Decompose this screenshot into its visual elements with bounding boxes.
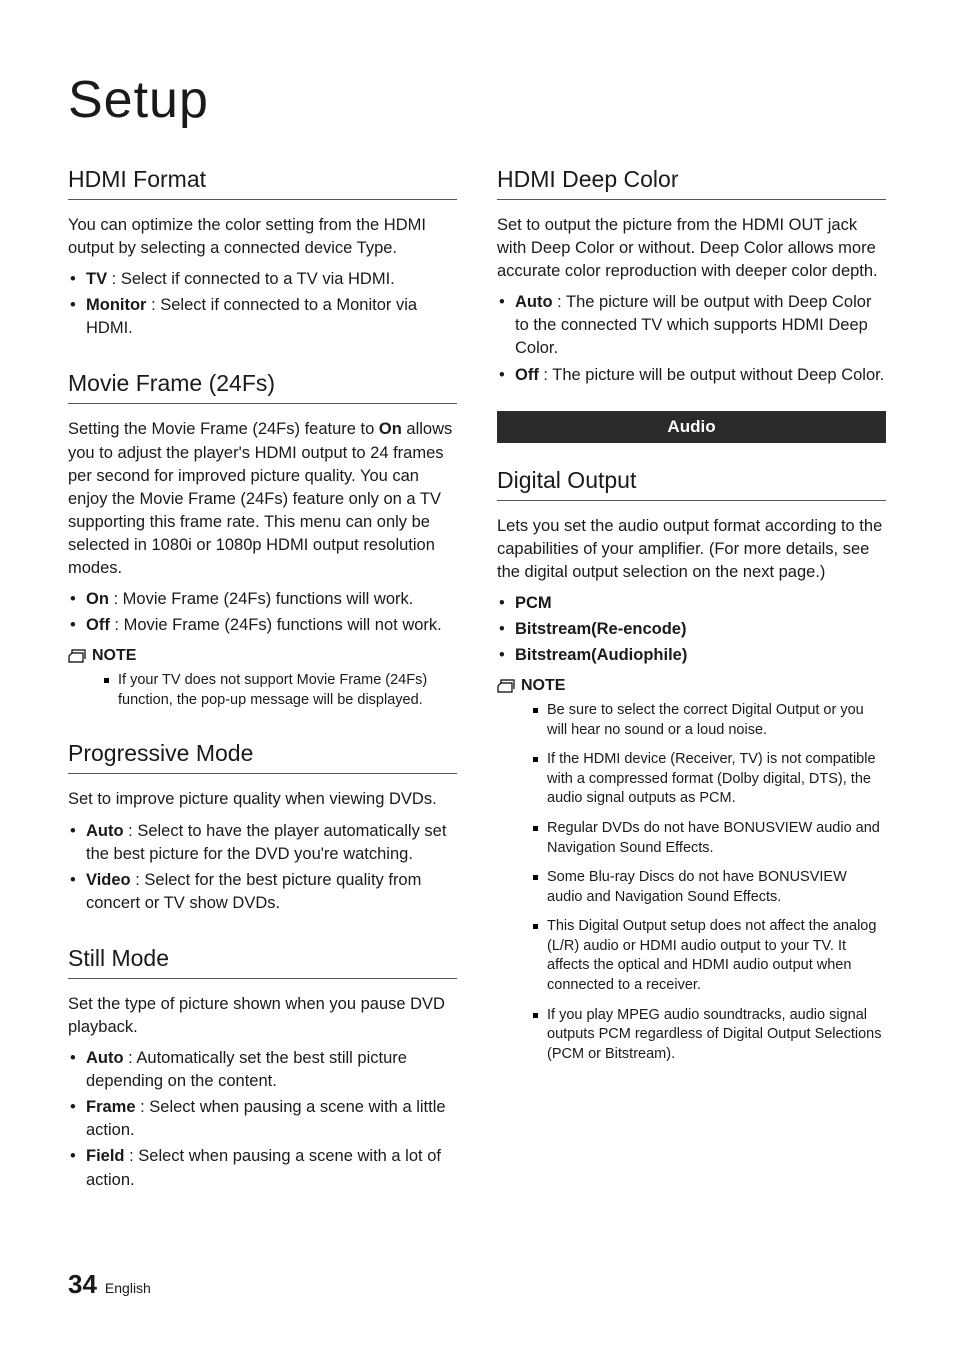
note-item: If you play MPEG audio soundtracks, audi… [533,1006,886,1065]
list-item: PCM [497,592,886,615]
list-item: Auto : Select to have the player automat… [68,820,457,866]
intro-movie-frame: Setting the Movie Frame (24Fs) feature t… [68,418,457,580]
note-item: Be sure to select the correct Digital Ou… [533,701,886,740]
list-item: Field : Select when pausing a scene with… [68,1145,457,1191]
item-label: Auto [86,822,124,840]
item-label: Off [86,616,110,634]
heading-digital-output: Digital Output [497,467,886,501]
item-label: Bitstream(Re-encode) [515,620,686,638]
item-text: : Select if connected to a TV via HDMI. [107,270,395,288]
list-progressive: Auto : Select to have the player automat… [68,820,457,915]
list-item: Monitor : Select if connected to a Monit… [68,294,457,340]
item-label: PCM [515,594,552,612]
item-text: : Select when pausing a scene with a lot… [86,1147,441,1188]
note-item: If the HDMI device (Receiver, TV) is not… [533,750,886,809]
heading-progressive: Progressive Mode [68,740,457,774]
item-text: : Select when pausing a scene with a lit… [86,1098,446,1139]
item-label: Frame [86,1098,136,1116]
page-number: 34 [68,1269,97,1300]
list-item: Off : The picture will be output without… [497,364,886,387]
list-item: Video : Select for the best picture qual… [68,869,457,915]
list-item: TV : Select if connected to a TV via HDM… [68,268,457,291]
list-item: Bitstream(Re-encode) [497,618,886,641]
audio-section-bar: Audio [497,411,886,443]
item-text: : The picture will be output without Dee… [539,366,884,384]
list-item: Off : Movie Frame (24Fs) functions will … [68,614,457,637]
note-item: If your TV does not support Movie Frame … [104,671,457,710]
list-movie-frame: On : Movie Frame (24Fs) functions will w… [68,588,457,637]
intro-hdmi-format: You can optimize the color setting from … [68,214,457,260]
list-item: On : Movie Frame (24Fs) functions will w… [68,588,457,611]
note-icon [497,679,515,693]
heading-still-mode: Still Mode [68,945,457,979]
item-text: : Movie Frame (24Fs) functions will not … [110,616,442,634]
list-item: Auto : The picture will be output with D… [497,291,886,360]
note-label: NOTE [92,647,136,665]
list-hdmi-format: TV : Select if connected to a TV via HDM… [68,268,457,340]
section-still-mode: Still Mode Set the type of picture shown… [68,945,457,1192]
list-item: Frame : Select when pausing a scene with… [68,1096,457,1142]
note-item: Regular DVDs do not have BONUSVIEW audio… [533,819,886,858]
section-hdmi-format: HDMI Format You can optimize the color s… [68,166,457,340]
section-deep-color: HDMI Deep Color Set to output the pictur… [497,166,886,387]
text-span: Setting the Movie Frame (24Fs) feature t… [68,420,379,438]
note-header: NOTE [497,677,886,695]
item-label: Auto [515,293,553,311]
heading-hdmi-format: HDMI Format [68,166,457,200]
item-text: : Select to have the player automaticall… [86,822,446,863]
note-list-digital-output: Be sure to select the correct Digital Ou… [497,701,886,1064]
item-label: Auto [86,1049,124,1067]
intro-progressive: Set to improve picture quality when view… [68,788,457,811]
page-title: Setup [68,70,886,130]
page-footer: 34 English [68,1269,151,1300]
item-text: : Movie Frame (24Fs) functions will work… [109,590,413,608]
item-label: On [86,590,109,608]
note-label: NOTE [521,677,565,695]
section-movie-frame: Movie Frame (24Fs) Setting the Movie Fra… [68,370,457,710]
item-text: : Automatically set the best still pictu… [86,1049,407,1090]
right-column: HDMI Deep Color Set to output the pictur… [497,166,886,1200]
list-still-mode: Auto : Automatically set the best still … [68,1047,457,1192]
item-label: Monitor [86,296,146,314]
heading-movie-frame: Movie Frame (24Fs) [68,370,457,404]
note-list-movie-frame: If your TV does not support Movie Frame … [68,671,457,710]
item-label: Video [86,871,131,889]
note-header: NOTE [68,647,457,665]
note-item: This Digital Output setup does not affec… [533,917,886,995]
heading-deep-color: HDMI Deep Color [497,166,886,200]
text-bold: On [379,420,402,438]
content-columns: HDMI Format You can optimize the color s… [68,166,886,1200]
note-item: Some Blu-ray Discs do not have BONUSVIEW… [533,868,886,907]
item-label: TV [86,270,107,288]
text-span: allows you to adjust the player's HDMI o… [68,420,452,577]
item-label: Off [515,366,539,384]
item-label: Bitstream(Audiophile) [515,646,687,664]
section-digital-output: Digital Output Lets you set the audio ou… [497,467,886,1065]
section-progressive: Progressive Mode Set to improve picture … [68,740,457,914]
intro-digital-output: Lets you set the audio output format acc… [497,515,886,584]
list-digital-output: PCM Bitstream(Re-encode) Bitstream(Audio… [497,592,886,667]
intro-still-mode: Set the type of picture shown when you p… [68,993,457,1039]
item-text: : The picture will be output with Deep C… [515,293,871,357]
list-item: Bitstream(Audiophile) [497,644,886,667]
note-icon [68,649,86,663]
item-label: Field [86,1147,125,1165]
intro-deep-color: Set to output the picture from the HDMI … [497,214,886,283]
page-language: English [105,1280,151,1296]
list-deep-color: Auto : The picture will be output with D… [497,291,886,386]
list-item: Auto : Automatically set the best still … [68,1047,457,1093]
item-text: : Select for the best picture quality fr… [86,871,421,912]
left-column: HDMI Format You can optimize the color s… [68,166,457,1200]
